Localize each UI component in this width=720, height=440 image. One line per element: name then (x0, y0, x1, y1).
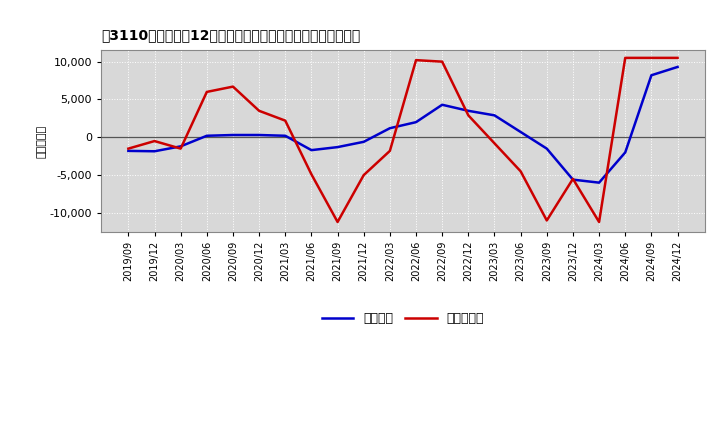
経常利益 (255, 132, 264, 138)
当期純利益 (359, 172, 368, 178)
当期純利益 (124, 146, 132, 151)
経常利益 (516, 129, 525, 135)
経常利益 (542, 146, 551, 151)
Legend: 経常利益, 当期純利益: 経常利益, 当期純利益 (317, 307, 489, 330)
経常利益 (202, 133, 211, 139)
経常利益 (385, 125, 394, 131)
当期純利益 (490, 141, 499, 146)
経常利益 (673, 64, 682, 70)
経常利益 (333, 144, 342, 150)
当期純利益 (333, 219, 342, 224)
経常利益 (438, 102, 446, 107)
経常利益 (359, 139, 368, 144)
当期純利益 (647, 55, 656, 61)
経常利益 (569, 177, 577, 182)
Text: ［3110］　利益の12か月移動合計の対前年同期増減額の推移: ［3110］ 利益の12か月移動合計の対前年同期増減額の推移 (101, 28, 360, 42)
当期純利益 (673, 55, 682, 61)
当期純利益 (255, 108, 264, 114)
当期純利益 (569, 176, 577, 182)
経常利益 (229, 132, 238, 138)
当期純利益 (150, 139, 159, 144)
当期純利益 (464, 113, 472, 118)
当期純利益 (412, 58, 420, 63)
Line: 当期純利益: 当期純利益 (128, 58, 678, 222)
経常利益 (176, 144, 185, 149)
経常利益 (464, 108, 472, 114)
経常利益 (150, 149, 159, 154)
当期純利益 (595, 219, 603, 224)
当期純利益 (385, 148, 394, 154)
経常利益 (490, 113, 499, 118)
Y-axis label: （百万円）: （百万円） (37, 125, 47, 158)
当期純利益 (202, 89, 211, 95)
当期純利益 (307, 172, 316, 177)
当期純利益 (516, 169, 525, 174)
当期純利益 (438, 59, 446, 64)
当期純利益 (542, 218, 551, 223)
経常利益 (307, 147, 316, 153)
当期純利益 (621, 55, 629, 61)
当期純利益 (176, 146, 185, 151)
経常利益 (595, 180, 603, 185)
経常利益 (621, 150, 629, 155)
当期純利益 (229, 84, 238, 89)
Line: 経常利益: 経常利益 (128, 67, 678, 183)
経常利益 (281, 133, 289, 139)
経常利益 (647, 73, 656, 78)
経常利益 (412, 120, 420, 125)
経常利益 (124, 148, 132, 154)
当期純利益 (281, 118, 289, 123)
